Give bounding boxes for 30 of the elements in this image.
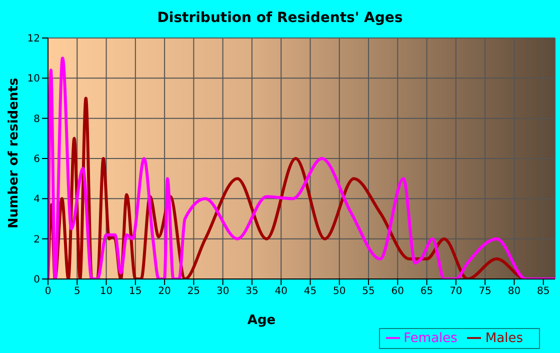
y-axis-title: Number of residents [6,78,22,228]
x-tick-label: 30 [216,286,230,298]
x-tick-label: 10 [100,286,113,298]
y-tick-label: 8 [34,114,40,125]
x-tick-label: 25 [187,286,200,298]
x-tick-label: 75 [478,286,492,298]
x-axis-title: Age [247,313,276,328]
x-tick-label: 50 [333,286,346,298]
x-tick-label: 0 [44,286,52,298]
y-tick-label: 6 [34,154,40,166]
y-tick-label: 12 [27,34,40,45]
x-tick-label: 65 [420,286,434,298]
x-tick-label: 40 [274,286,288,298]
x-tick-label: 15 [129,286,142,298]
chart-title: Distribution of Residents' Ages [156,10,404,26]
x-tick-label: 5 [74,286,80,298]
y-tick-label: 0 [34,274,40,286]
x-tick-label: 45 [304,286,317,298]
x-tick-label: 85 [536,286,550,298]
x-tick-label: 20 [158,286,171,298]
x-tick-label: 60 [391,286,404,298]
legend-label: Males [485,331,523,346]
legend-label: Females [404,331,458,346]
x-tick-label: 70 [450,286,462,298]
y-tick-label: 2 [34,234,40,246]
x-tick-label: 80 [508,286,521,298]
y-tick-label: 4 [34,194,40,206]
y-tick-label: 10 [27,74,40,85]
x-tick-label: 55 [362,286,375,298]
x-tick-label: 35 [246,286,258,298]
